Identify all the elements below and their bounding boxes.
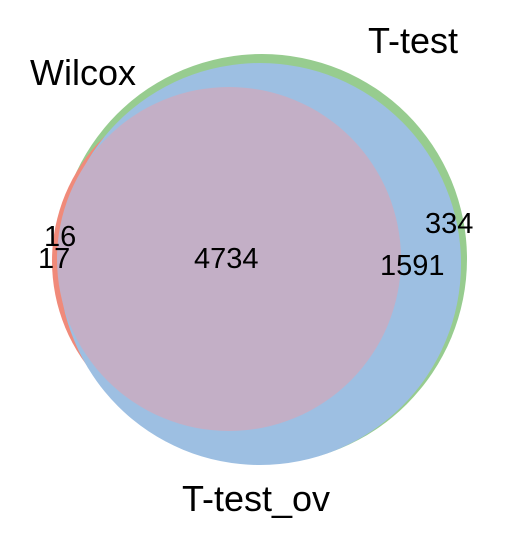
set-label-ttest: T-test xyxy=(368,20,458,61)
count-ttest-only: 334 xyxy=(425,208,473,240)
set-label-ttest-ov: T-test_ov xyxy=(182,478,330,519)
set-label-wilcox: Wilcox xyxy=(30,52,136,93)
count-all-three: 4734 xyxy=(194,243,259,275)
count-wilcox-and-ttest: 16 xyxy=(44,221,76,253)
count-ttest-and-ov: 1591 xyxy=(380,250,445,282)
count-wilcox-only: 17 xyxy=(38,243,70,275)
overlap-all-region xyxy=(57,87,401,431)
